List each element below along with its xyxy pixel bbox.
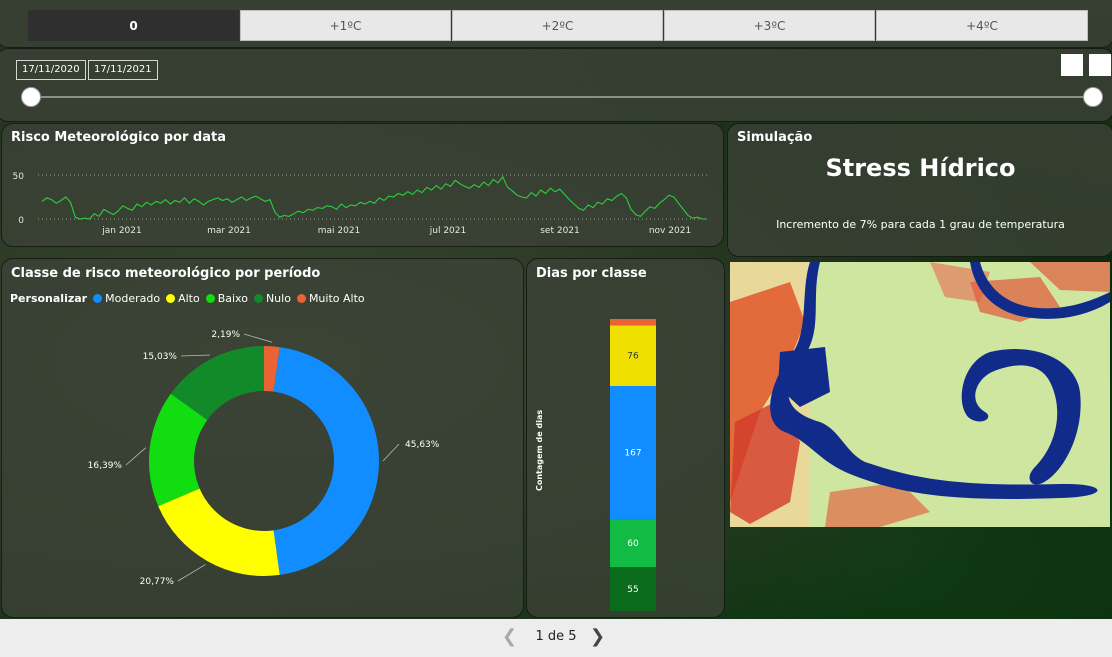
legend-item-muito-alto[interactable]: Muito Alto [296,292,365,305]
risk-by-date-chart: Risco Meteorológico por data 50 0 jan 2021… [1,123,724,247]
legend-item-alto[interactable]: Alto [166,292,200,305]
chart-title: Dias por classe [536,266,647,281]
leader-line [125,447,147,466]
simulation-headline: Stress Hídrico [825,154,1016,182]
slider-end-handle[interactable] [1083,87,1103,107]
line-chart-svg: 50 0 jan 2021 mar 2021 mai 2021 jul 2021 set 2… [13,172,707,236]
slider-track[interactable] [29,96,1091,98]
x-tick-label: mai 2021 [318,226,361,236]
donut-svg: 2,19% 45,63% 20,77% 16,39% 15,03% [88,330,440,587]
bar-data-label: 55 [627,585,638,595]
data-label: 2,19% [211,330,240,340]
tab-temp-plus-4[interactable]: +4ºC [876,10,1088,41]
risk-class-donut-chart: Classe de risco meteorológico por períod… [1,258,524,618]
legend-dot-icon [253,294,263,303]
legend-dot-icon [166,294,176,303]
legend-title: Personalizar [10,292,88,305]
data-label: 45,63% [405,440,440,450]
legend-item-nulo[interactable]: Nulo [253,292,291,305]
data-label: 20,77% [140,577,175,587]
bar-segment-moderado [610,386,656,520]
series-line [41,175,707,220]
leader-line [382,443,400,462]
y-tick-label: 50 [13,172,25,182]
x-tick-label: jul 2021 [429,226,466,236]
donut-slice-nulo [170,346,264,420]
temperature-tab-bar: 0 +1ºC +2ºC +3ºC +4ºC [0,0,1112,48]
bar-data-label: 167 [624,449,641,459]
stress-map-image [730,262,1110,527]
legend-dot-icon [296,294,306,303]
bar-segment-nulo [610,567,656,611]
data-label: 16,39% [88,461,123,471]
legend-label: Moderado [105,292,161,305]
square-icon[interactable] [1089,54,1111,76]
start-date-input[interactable]: 17/11/2020 [16,60,86,80]
legend-label: Alto [178,292,200,305]
page-indicator: 1 de 5 [535,629,577,644]
bar-segment-muito-alto [610,319,656,326]
data-label: 15,03% [143,352,178,362]
leader-line [180,354,210,357]
legend-label: Nulo [265,292,291,305]
donut-slice-alto [158,488,280,576]
donut-slice-moderado [273,347,379,575]
leader-line [177,564,206,582]
tab-temp-plus-2[interactable]: +2ºC [452,10,663,41]
legend-label: Baixo [217,292,248,305]
leader-line [243,333,273,343]
chart-title: Classe de risco meteorológico por períod… [11,266,321,281]
satellite-map [730,262,1110,527]
donut-slice-baixo [149,393,208,507]
legend-item-baixo[interactable]: Baixo [205,292,248,305]
bar-data-label: 76 [627,352,639,362]
square-icon[interactable] [1061,54,1083,76]
simulation-panel: Simulação Stress Hídrico Incremento de 7… [727,123,1112,257]
x-tick-label: set 2021 [540,226,580,236]
chart-legend: Personalizar Moderado Alto Baixo Nulo Mu… [10,292,365,305]
chevron-left-icon[interactable]: ❮ [502,626,518,647]
simulation-title: Simulação [737,130,813,145]
date-range-slicer: 17/11/2020 17/11/2021 [0,48,1112,122]
legend-label: Muito Alto [308,292,365,305]
legend-dot-icon [93,294,103,303]
chart-title: Risco Meteorológico por data [11,130,226,145]
bar-data-label: 60 [627,539,639,549]
legend-item-moderado[interactable]: Moderado [93,292,160,305]
donut-slice-muito-alto [264,346,280,392]
chevron-right-icon[interactable]: ❯ [590,626,606,647]
simulation-subtitle: Incremento de 7% para cada 1 grau de tem… [776,218,1065,231]
tab-temp-plus-1[interactable]: +1ºC [240,10,451,41]
page-navigation-bar: ❮ 1 de 5 ❯ [0,619,1112,657]
x-tick-label: jan 2021 [101,226,142,236]
tab-temp-0[interactable]: 0 [28,10,239,41]
legend-dot-icon [205,294,215,303]
x-tick-label: nov 2021 [649,226,691,236]
x-tick-label: mar 2021 [207,226,251,236]
stacked-bar-svg: 55 60 167 76 [610,319,656,611]
end-date-input[interactable]: 17/11/2021 [88,60,158,80]
tab-temp-plus-3[interactable]: +3ºC [664,10,875,41]
y-tick-label: 0 [18,216,24,226]
bar-segment-alto [610,325,656,387]
days-per-class-chart: Dias por classe Contagem de dias 55 60 167… [526,258,725,618]
slider-start-handle[interactable] [21,87,41,107]
bar-segment-baixo [610,519,656,568]
